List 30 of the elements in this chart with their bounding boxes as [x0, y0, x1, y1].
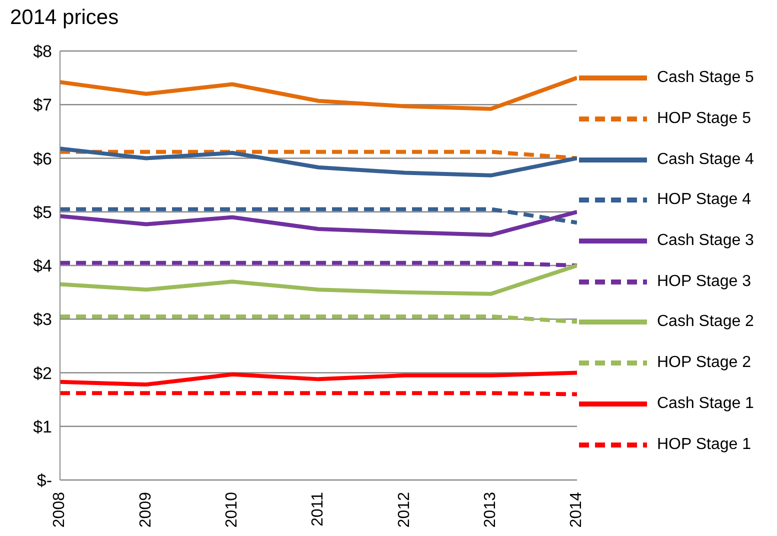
y-tick-label: $5: [33, 202, 52, 222]
y-tick-label: $2: [33, 364, 52, 383]
x-tick-label: 2009: [137, 492, 154, 528]
y-tick-label: $6: [33, 149, 52, 168]
line-series: [60, 264, 577, 296]
line-series: [60, 210, 577, 237]
legend-label: HOP Stage 5: [657, 110, 751, 128]
x-tick-label: 2008: [51, 492, 68, 528]
x-tick-label: 2012: [396, 492, 413, 528]
x-tick-label: 2013: [482, 492, 500, 528]
x-tick-label: 2014: [568, 492, 586, 528]
y-tick-label: $8: [33, 42, 52, 62]
legend-label: HOP Stage 1: [657, 436, 751, 454]
x-tick-label: 2010: [224, 492, 241, 528]
y-tick-label: $-: [36, 471, 52, 490]
legend-label: HOP Stage 4: [657, 191, 751, 210]
legend-label: Cash Stage 3: [657, 232, 754, 250]
legend-label: Cash Stage 2: [657, 313, 754, 332]
legend-label: Cash Stage 1: [657, 394, 754, 413]
y-tick-label: $1: [33, 417, 52, 436]
y-tick-label: $4: [33, 256, 52, 276]
y-tick-label: $3: [33, 310, 52, 330]
legend-label: HOP Stage 2: [657, 354, 751, 372]
y-tick-label: $7: [33, 96, 52, 115]
x-tick-label: 2011: [310, 492, 327, 526]
chart-title: 2014 prices: [10, 6, 119, 30]
legend-label: Cash Stage 5: [657, 69, 754, 88]
line-series: [60, 370, 577, 387]
legend-label: Cash Stage 4: [657, 150, 754, 169]
legend-label: HOP Stage 3: [657, 272, 751, 291]
